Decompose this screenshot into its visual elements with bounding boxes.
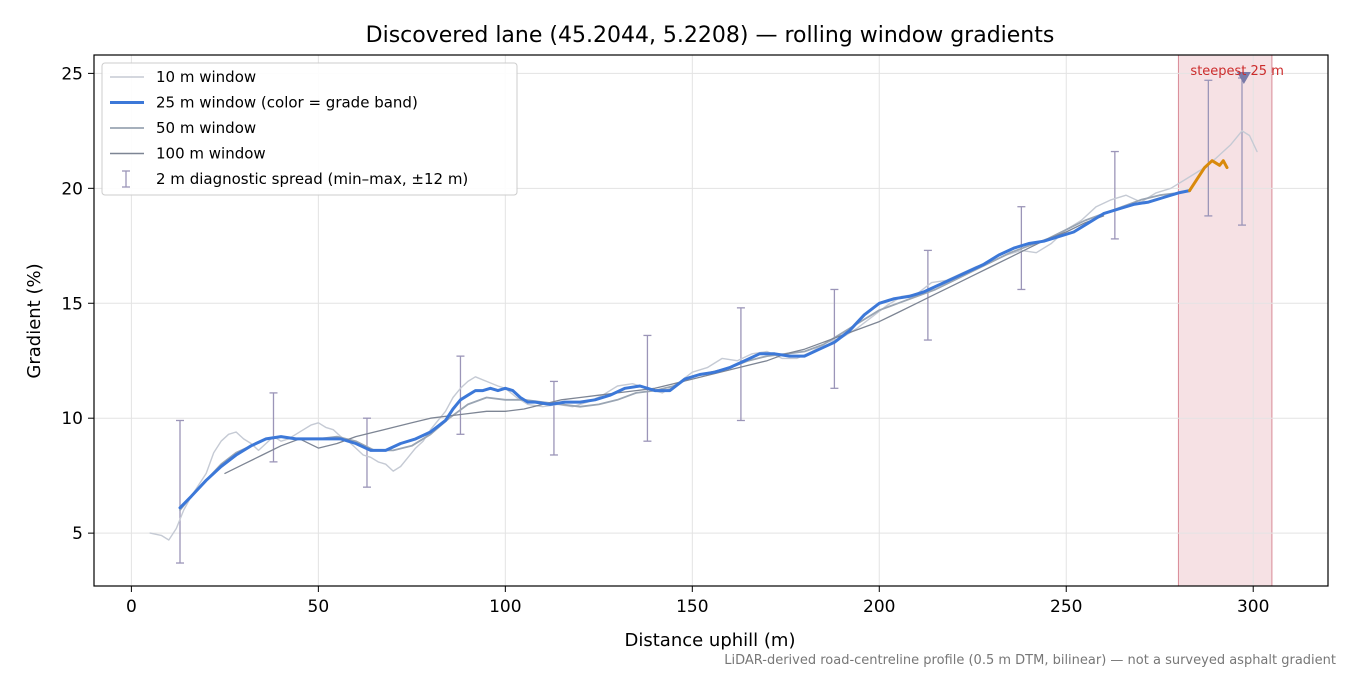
errorbar [456,355,465,435]
errorbar [269,392,278,463]
y-tick-label: 15 [61,294,83,314]
series-50m-line [179,191,1180,512]
y-tick-label: 20 [61,179,83,199]
errorbar [176,419,185,564]
errorbar [1110,150,1119,240]
legend-label: 100 m window [156,145,266,163]
errorbar [362,417,371,488]
steepest-window-band [1177,54,1273,587]
legend-item: 25 m window (color = grade band) [110,94,418,112]
legend-item: 10 m window [110,68,256,86]
legend-box [101,62,518,196]
legend-label: 25 m window (color = grade band) [156,94,418,112]
y-axis-label: Gradient (%) [24,263,45,378]
errorbar [1204,79,1213,217]
x-tick-label: 0 [126,597,137,617]
x-tick-label: 200 [863,597,895,617]
y-tick-label: 5 [72,524,83,544]
legend-item: 100 m window [110,145,266,163]
x-tick-label: 150 [676,597,708,617]
errorbar [923,249,932,341]
y-tick-label: 10 [61,409,83,429]
x-tick-label: 250 [1050,597,1082,617]
legend-label: 50 m window [156,119,256,137]
x-tick-label: 100 [489,597,521,617]
y-tick-label: 25 [61,64,83,84]
errorbar [549,380,558,456]
chart-title: Discovered lane (45.2044, 5.2208) — roll… [366,23,1055,48]
series-25m-line [178,189,1192,510]
x-tick-label: 300 [1237,597,1269,617]
series-100m-line [224,215,1105,475]
x-axis-label: Distance uphill (m) [625,630,796,651]
legend-label: 2 m diagnostic spread (min–max, ±12 m) [156,170,468,188]
errorbar [830,288,839,389]
steepest-label: steepest 25 m [1190,64,1283,79]
legend-label: 10 m window [156,68,256,86]
legend-item: 50 m window [110,119,256,137]
legend-item: 2 m diagnostic spread (min–max, ±12 m) [122,170,468,188]
legend: 10 m window 25 m window (color = grade ba… [101,62,518,196]
series-25m-steep-segment [1188,159,1229,193]
footnote: LiDAR-derived road-centreline profile (0… [724,653,1336,668]
steepest-marker [1236,71,1251,84]
x-tick-label: 50 [308,597,330,617]
plot-frame [93,54,1329,587]
